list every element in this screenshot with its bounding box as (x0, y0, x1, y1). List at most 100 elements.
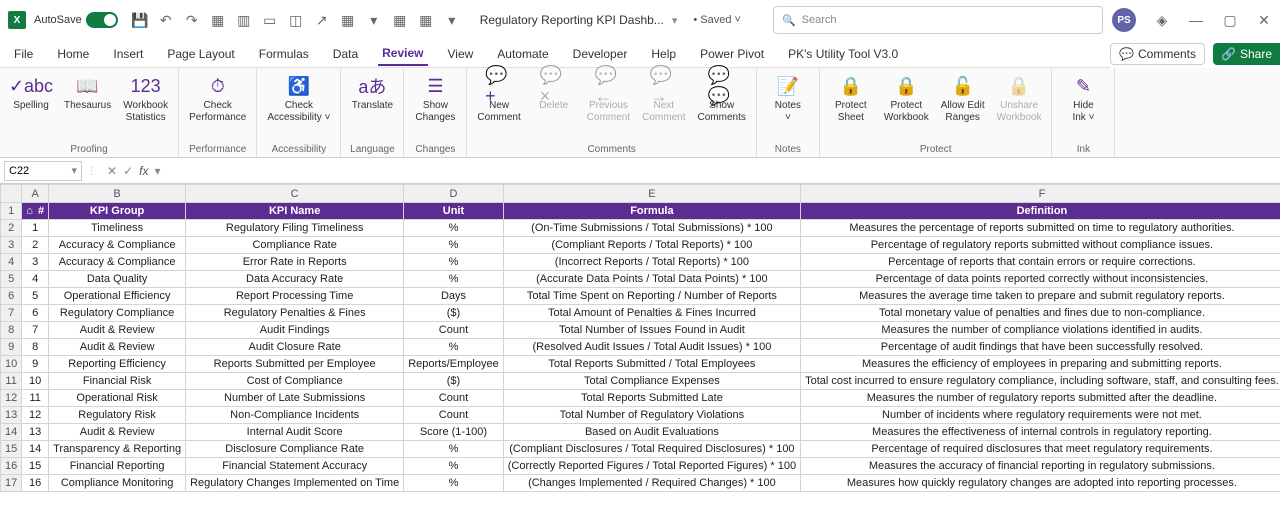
autosave-toggle[interactable]: AutoSave (34, 12, 118, 28)
table-cell[interactable]: (Compliant Reports / Total Reports) * 10… (503, 237, 800, 254)
table-cell[interactable]: ($) (404, 305, 504, 322)
table-cell[interactable]: 14 (22, 441, 49, 458)
table-cell[interactable]: Accuracy & Compliance (49, 254, 186, 271)
filter-icon[interactable]: ▥ (236, 12, 252, 28)
table-cell[interactable]: 1 (22, 220, 49, 237)
tab-power-pivot[interactable]: Power Pivot (696, 43, 768, 65)
table-row[interactable]: 1110Financial RiskCost of Compliance($)T… (1, 373, 1280, 390)
table-cell[interactable]: Internal Audit Score (186, 424, 404, 441)
table-cell[interactable]: 8 (22, 339, 49, 356)
table-header-cell[interactable]: Definition (801, 203, 1280, 220)
accept-formula-icon[interactable]: ✓ (123, 164, 133, 178)
tab-formulas[interactable]: Formulas (255, 43, 313, 65)
table-row[interactable]: 65Operational EfficiencyReport Processin… (1, 288, 1280, 305)
comments-button[interactable]: 💬 Comments (1110, 43, 1205, 65)
tab-home[interactable]: Home (53, 43, 93, 65)
doc-dropdown-icon[interactable]: ▾ (672, 14, 678, 27)
table-cell[interactable]: Audit Findings (186, 322, 404, 339)
table-header-cell[interactable]: Unit (404, 203, 504, 220)
tool-icon-3[interactable]: ↗ (314, 12, 330, 28)
table-cell[interactable]: (Accurate Data Points / Total Data Point… (503, 271, 800, 288)
ribbon-notes--button[interactable]: 📝Notes ˅ (763, 72, 813, 142)
table-cell[interactable]: Based on Audit Evaluations (503, 424, 800, 441)
row-header[interactable]: 13 (1, 407, 22, 424)
row-header[interactable]: 8 (1, 322, 22, 339)
row-header[interactable]: 2 (1, 220, 22, 237)
table-cell[interactable]: Measures the efficiency of employees in … (801, 356, 1280, 373)
col-header-F[interactable]: F (801, 185, 1280, 203)
table-cell[interactable]: Regulatory Filing Timeliness (186, 220, 404, 237)
table-cell[interactable]: Regulatory Penalties & Fines (186, 305, 404, 322)
ribbon-hide-ink--button[interactable]: ✎Hide Ink ˅ (1058, 72, 1108, 142)
table-cell[interactable]: % (404, 271, 504, 288)
row-header[interactable]: 6 (1, 288, 22, 305)
table-cell[interactable]: 6 (22, 305, 49, 322)
row-header[interactable]: 17 (1, 475, 22, 492)
name-box[interactable]: C22▾ (4, 161, 82, 181)
table-cell[interactable]: Count (404, 407, 504, 424)
ribbon-translate-button[interactable]: aあTranslate (347, 72, 397, 142)
table-cell[interactable]: Total Amount of Penalties & Fines Incurr… (503, 305, 800, 322)
table-cell[interactable]: (Correctly Reported Figures / Total Repo… (503, 458, 800, 475)
table-cell[interactable]: Reporting Efficiency (49, 356, 186, 373)
table-cell[interactable]: (Compliant Disclosures / Total Required … (503, 441, 800, 458)
row-header[interactable]: 4 (1, 254, 22, 271)
restore-icon[interactable]: ▢ (1222, 12, 1238, 28)
redo-icon[interactable]: ↷ (184, 12, 200, 28)
table-cell[interactable]: Report Processing Time (186, 288, 404, 305)
table-cell[interactable]: (On-Time Submissions / Total Submissions… (503, 220, 800, 237)
table-cell[interactable]: Data Accuracy Rate (186, 271, 404, 288)
tab-file[interactable]: File (10, 43, 37, 65)
table-row[interactable]: 21TimelinessRegulatory Filing Timeliness… (1, 220, 1280, 237)
table-row[interactable]: 87Audit & ReviewAudit FindingsCountTotal… (1, 322, 1280, 339)
close-icon[interactable]: ✕ (1256, 12, 1272, 28)
table-header-cell[interactable]: KPI Group (49, 203, 186, 220)
table-cell[interactable]: Measures the effectiveness of internal c… (801, 424, 1280, 441)
table-cell[interactable]: Count (404, 390, 504, 407)
ribbon-show-changes-button[interactable]: ☰Show Changes (410, 72, 460, 142)
tab-automate[interactable]: Automate (493, 43, 552, 65)
table-row[interactable]: 98Audit & ReviewAudit Closure Rate%(Reso… (1, 339, 1280, 356)
table-cell[interactable]: % (404, 441, 504, 458)
ribbon-workbook-statistics-button[interactable]: 123Workbook Statistics (119, 72, 172, 142)
table-cell[interactable]: 10 (22, 373, 49, 390)
table-cell[interactable]: (Incorrect Reports / Total Reports) * 10… (503, 254, 800, 271)
table-header-cell[interactable]: Formula (503, 203, 800, 220)
table-cell[interactable]: Number of Late Submissions (186, 390, 404, 407)
table-cell[interactable]: 15 (22, 458, 49, 475)
table-cell[interactable]: Compliance Rate (186, 237, 404, 254)
table-cell[interactable]: Percentage of reports that contain error… (801, 254, 1280, 271)
row-header[interactable]: 14 (1, 424, 22, 441)
table-cell[interactable]: Total Compliance Expenses (503, 373, 800, 390)
table-cell[interactable]: Total Number of Issues Found in Audit (503, 322, 800, 339)
row-header[interactable]: 15 (1, 441, 22, 458)
table-cell[interactable]: Non-Compliance Incidents (186, 407, 404, 424)
table-cell[interactable]: 11 (22, 390, 49, 407)
table-cell[interactable]: Measures the percentage of reports submi… (801, 220, 1280, 237)
table-cell[interactable]: Operational Risk (49, 390, 186, 407)
tool-icon-7[interactable]: ▦ (418, 12, 434, 28)
table-cell[interactable]: Count (404, 322, 504, 339)
table-cell[interactable]: 12 (22, 407, 49, 424)
table-cell[interactable]: Audit Closure Rate (186, 339, 404, 356)
table-cell[interactable]: Financial Reporting (49, 458, 186, 475)
table-row[interactable]: 1312Regulatory RiskNon-Compliance Incide… (1, 407, 1280, 424)
table-cell[interactable]: Measures how quickly regulatory changes … (801, 475, 1280, 492)
tab-insert[interactable]: Insert (109, 43, 147, 65)
table-cell[interactable]: Score (1-100) (404, 424, 504, 441)
tool-icon-6[interactable]: ▦ (392, 12, 408, 28)
table-row[interactable]: 109Reporting EfficiencyReports Submitted… (1, 356, 1280, 373)
table-cell[interactable]: Measures the number of regulatory report… (801, 390, 1280, 407)
col-header-A[interactable]: A (22, 185, 49, 203)
table-cell[interactable]: 5 (22, 288, 49, 305)
tool-icon-1[interactable]: ▭ (262, 12, 278, 28)
save-icon[interactable]: 💾 (132, 12, 148, 28)
document-title[interactable]: Regulatory Reporting KPI Dashb... (480, 13, 664, 27)
col-header-E[interactable]: E (503, 185, 800, 203)
row-header[interactable]: 3 (1, 237, 22, 254)
table-cell[interactable]: Audit & Review (49, 322, 186, 339)
table-cell[interactable]: Total monetary value of penalties and fi… (801, 305, 1280, 322)
row-header[interactable]: 11 (1, 373, 22, 390)
table-cell[interactable]: (Resolved Audit Issues / Total Audit Iss… (503, 339, 800, 356)
tab-developer[interactable]: Developer (569, 43, 632, 65)
